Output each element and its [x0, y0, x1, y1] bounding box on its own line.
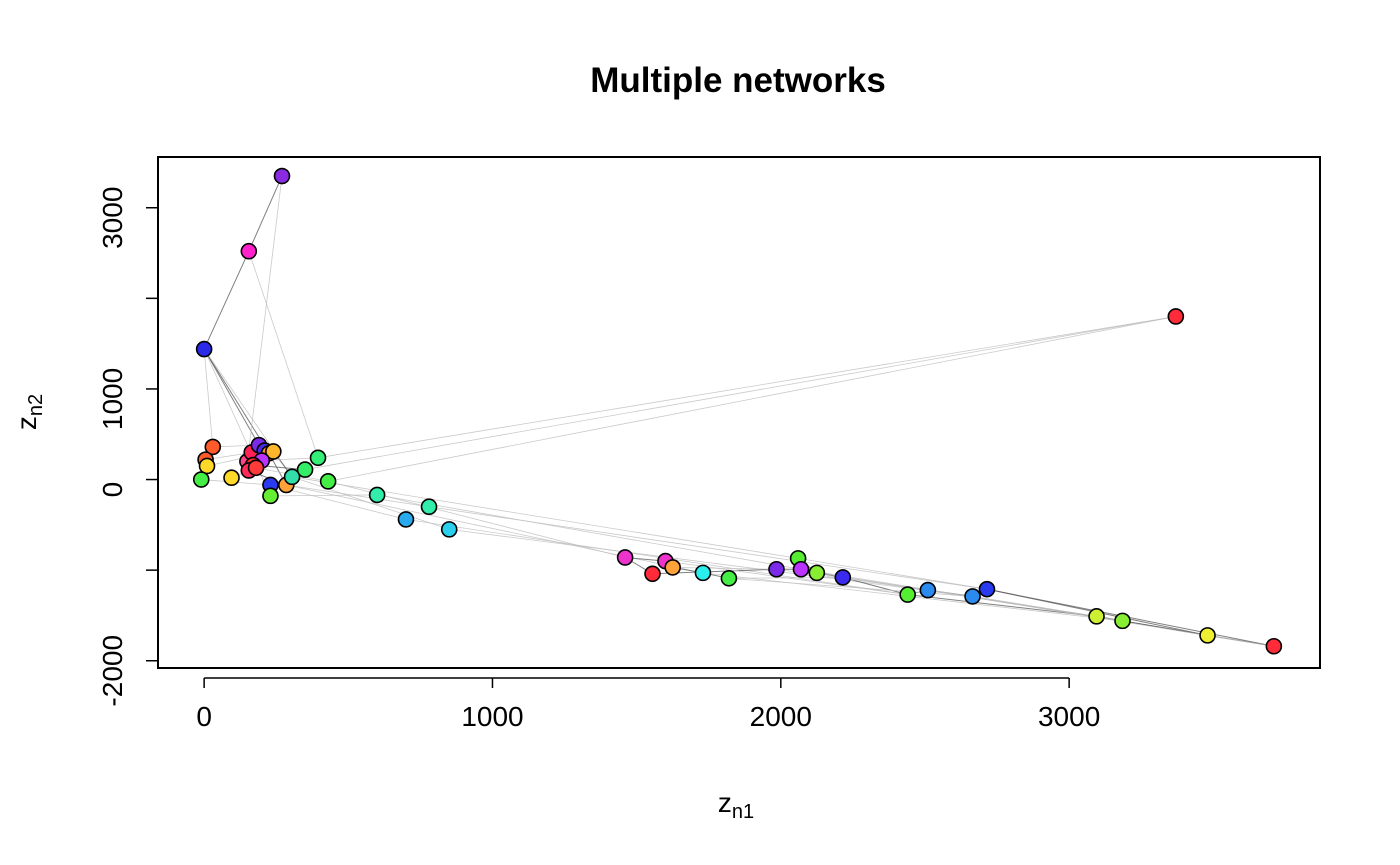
network-node-point [397, 511, 415, 528]
network-node-point [964, 588, 981, 605]
network-edge [292, 476, 799, 559]
network-edge [842, 576, 908, 596]
y-axis-label-subscript: n2 [25, 394, 47, 416]
x-axis-title: zn1 [718, 787, 754, 823]
network-node-point [192, 471, 210, 488]
network-node-point [319, 473, 337, 490]
network-node-point [899, 586, 916, 603]
network-node-point [808, 564, 826, 582]
x-tick-label: 3000 [1038, 701, 1100, 732]
x-axis-label-subscript: n1 [732, 801, 754, 823]
y-tick-label: -2000 [97, 635, 128, 707]
network-edge [246, 175, 283, 462]
network-node-point [247, 459, 265, 477]
network-edge [428, 506, 988, 590]
network-edge [248, 251, 319, 458]
network-edge [986, 588, 1274, 647]
network-node-point [240, 242, 258, 260]
network-edge [405, 519, 908, 596]
x-axis: 0 1000 2000 3000 [196, 677, 1100, 732]
network-node-point [296, 461, 314, 478]
y-tick-label: 1000 [97, 368, 128, 430]
network-edge [728, 576, 843, 579]
network-edge [248, 175, 283, 252]
network-node-point [644, 565, 661, 583]
network-edges [201, 175, 1274, 647]
network-node-point [694, 564, 712, 582]
network-node-point [265, 443, 282, 460]
chart-title: Multiple networks [590, 61, 886, 100]
network-node-point [204, 438, 222, 456]
network-node-point [262, 487, 279, 505]
network-node-point [834, 569, 852, 586]
network-edge [328, 316, 1176, 482]
network-node-point [440, 521, 458, 538]
network-node-point [420, 498, 438, 516]
network-edge [286, 484, 430, 508]
network-node-point [1199, 627, 1216, 644]
network-edge [800, 568, 1123, 622]
plot-frame [157, 156, 1321, 669]
network-node-point [978, 580, 996, 598]
x-tick-label: 0 [196, 701, 212, 732]
network-node-point [368, 486, 386, 504]
network-edge [286, 484, 704, 574]
network-edge [304, 316, 1176, 470]
network-node-point [1114, 612, 1131, 630]
network-edge [317, 316, 1176, 459]
network-node-point [1167, 308, 1185, 325]
network-node-point [198, 457, 216, 475]
network-edge [203, 349, 214, 447]
network-edge [203, 251, 250, 350]
network-node-point [792, 560, 810, 578]
network-edge [270, 484, 407, 520]
network-node-point [283, 468, 301, 486]
network-node-point [223, 469, 240, 487]
network-edge [672, 567, 777, 570]
network-node-point [768, 560, 785, 578]
y-axis-label: z [11, 416, 42, 430]
network-edge [270, 494, 378, 497]
y-axis-title: zn2 [11, 394, 47, 430]
x-axis-label: z [718, 787, 732, 818]
network-edge [449, 528, 973, 597]
network-node-point [616, 549, 634, 566]
y-tick-label: 0 [97, 482, 128, 498]
network-node-point [919, 581, 937, 599]
y-axis: -2000 0 1000 3000 [97, 187, 159, 707]
y-tick-label: 3000 [97, 187, 128, 249]
network-edge [377, 494, 802, 570]
x-tick-label: 1000 [461, 701, 523, 732]
network-nodes [192, 167, 1283, 655]
x-tick-label: 2000 [750, 701, 812, 732]
network-node-point [720, 570, 738, 587]
network-node-point [664, 559, 681, 576]
network-edge [798, 557, 988, 590]
network-edge [203, 348, 260, 446]
network-node-point [273, 167, 291, 185]
network-node-point [309, 449, 327, 467]
network-node-point [195, 340, 213, 358]
network-node-point [1265, 637, 1283, 655]
network-edge [203, 348, 270, 454]
network-node-point [1088, 608, 1105, 625]
